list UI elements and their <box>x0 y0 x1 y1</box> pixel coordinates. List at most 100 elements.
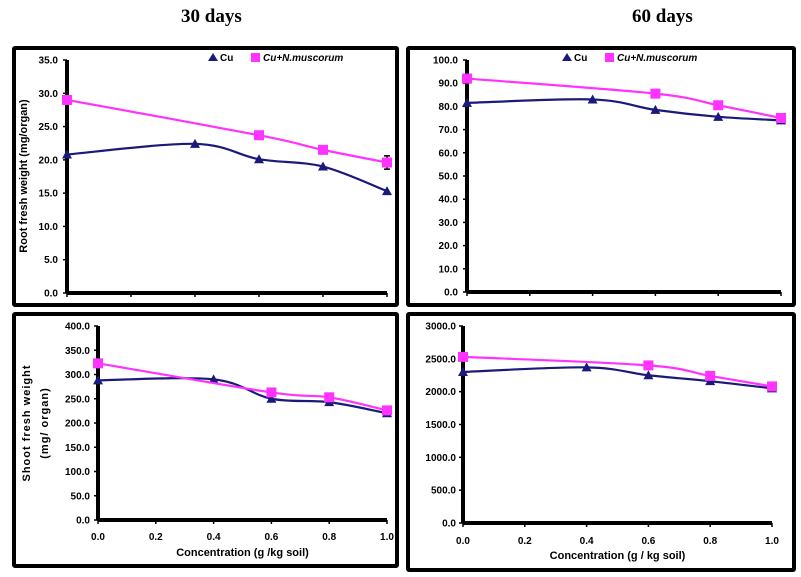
y-axis-label-units: (mg/ organ) <box>39 387 51 459</box>
data-point-cu-n-muscorum <box>713 100 724 111</box>
legend-label-cu-n-muscorum: Cu+N.muscorum <box>617 53 697 64</box>
x-tick-label: 0.6 <box>641 536 655 547</box>
data-point-cu-n-muscorum <box>643 360 654 371</box>
chart-root-30: 0.0 5.0 10.0 15.0 20.0 25.0 30.0 35.0 Root fresh… <box>18 53 392 300</box>
y-tick-label: 2000.0 <box>425 387 456 398</box>
panel-root-30 <box>12 46 399 307</box>
y-tick-label: 30.0 <box>39 89 59 100</box>
y-tick-label: 0.0 <box>442 519 456 530</box>
series-line-cu-n-muscorum <box>97 362 388 412</box>
y-tick-label: 60.0 <box>439 148 459 159</box>
data-point-cu-n-muscorum <box>705 370 716 381</box>
x-tick-label: 0.8 <box>703 536 717 547</box>
y-axis-label: Root fresh weight (mg/organ) <box>18 99 30 253</box>
column-title-30-days: 30 days <box>181 6 242 27</box>
y-axis-label: Shoot fresh weight <box>21 365 33 482</box>
column-title-60-days: 60 days <box>632 6 693 27</box>
data-point-cu <box>587 94 598 104</box>
data-point-cu <box>62 149 72 159</box>
data-point-cu <box>266 393 277 403</box>
data-point-cu-n-muscorum <box>767 381 777 392</box>
y-tick-label: 20.0 <box>39 155 59 166</box>
x-tick-label: 0.4 <box>207 532 221 543</box>
x-tick-label: 0.2 <box>149 532 163 543</box>
data-point-cu-n-muscorum <box>462 73 472 84</box>
x-tick-label: 0.8 <box>322 532 336 543</box>
y-tick-label: 3000.0 <box>425 322 456 333</box>
data-point-cu-n-muscorum <box>458 351 468 362</box>
y-tick-label: 50.0 <box>439 172 459 183</box>
data-point-cu-n-muscorum <box>650 88 661 99</box>
y-tick-label: 15.0 <box>39 189 59 200</box>
panel-shoot-30 <box>12 312 399 568</box>
series-line-cu <box>462 366 773 390</box>
y-tick-label: 70.0 <box>439 125 459 136</box>
x-tick-label: 1.0 <box>380 532 394 543</box>
y-tick-label: 250.0 <box>65 394 90 405</box>
x-tick-label: 0.2 <box>518 536 532 547</box>
series-line-cu-n-muscorum <box>462 355 773 388</box>
x-tick-label: 0.4 <box>580 536 594 547</box>
data-point-cu <box>650 104 661 114</box>
y-tick-label: 30.0 <box>439 218 459 229</box>
chart-shoot-30: 0.0 50.0 100.0 150.0 200.0 250.0 300.0 350.0 400… <box>21 322 394 560</box>
data-point-cu <box>318 161 328 171</box>
series-line-cu <box>466 98 782 122</box>
data-point-cu-n-muscorum <box>324 392 335 403</box>
series-line-cu-n-muscorum <box>466 77 782 120</box>
data-point-cu <box>713 111 724 121</box>
series-line-cu <box>66 142 388 193</box>
x-tick-label: 0.6 <box>264 532 278 543</box>
y-tick-label: 50.0 <box>71 491 91 502</box>
y-tick-label: 10.0 <box>439 264 459 275</box>
data-point-cu-n-muscorum <box>382 405 392 416</box>
y-tick-label: 10.0 <box>39 222 59 233</box>
y-tick-label: 400.0 <box>65 322 90 333</box>
legend-label-cu: Cu <box>574 53 587 64</box>
data-point-cu <box>458 366 468 376</box>
y-tick-label: 0.0 <box>444 288 458 299</box>
legend-cu-icon <box>208 53 218 61</box>
y-tick-label: 20.0 <box>439 241 459 252</box>
chart-shoot-60: 0.0 500.0 1000.0 1500.0 2000.0 2500.0 3000.0 0.… <box>425 322 779 563</box>
x-tick-label: 0.0 <box>456 536 470 547</box>
y-tick-label: 5.0 <box>44 255 58 266</box>
y-tick-label: 500.0 <box>431 486 456 497</box>
y-tick-label: 40.0 <box>439 195 459 206</box>
data-point-cu-n-muscorum <box>93 358 103 369</box>
y-tick-label: 1500.0 <box>425 420 456 431</box>
legend-label-cu: Cu <box>220 53 233 64</box>
data-point-cu-n-muscorum <box>266 387 277 398</box>
panel-shoot-60 <box>406 312 796 572</box>
y-tick-label: 0.0 <box>44 289 58 300</box>
legend-label-cu-n-muscorum: Cu+N.muscorum <box>263 53 343 64</box>
x-axis-label: Concentration (g /kg soil) <box>176 547 309 559</box>
legend-cu-n-muscorum-icon <box>251 53 260 62</box>
y-tick-label: 200.0 <box>65 419 90 430</box>
data-point-cu <box>643 370 654 380</box>
y-tick-label: 2500.0 <box>425 354 456 365</box>
y-tick-label: 100.0 <box>433 56 458 67</box>
data-point-cu <box>93 375 103 385</box>
y-tick-label: 100.0 <box>65 467 90 478</box>
data-point-cu-n-muscorum <box>62 94 72 105</box>
data-point-cu-n-muscorum <box>254 130 264 141</box>
data-point-cu <box>462 97 472 107</box>
legend: Cu Cu+N.muscorum <box>208 53 343 64</box>
y-tick-label: 80.0 <box>439 102 459 113</box>
y-tick-label: 25.0 <box>39 122 59 133</box>
y-tick-label: 0.0 <box>76 516 90 527</box>
series-line-cu-n-muscorum <box>66 98 388 164</box>
data-point-cu <box>581 362 592 372</box>
y-tick-label: 300.0 <box>65 370 90 381</box>
data-point-cu <box>208 374 219 384</box>
y-tick-label: 1000.0 <box>425 453 456 464</box>
legend-cu-n-muscorum-icon <box>605 53 614 62</box>
data-point-cu <box>190 138 200 148</box>
data-point-cu <box>254 154 264 164</box>
x-tick-label: 1.0 <box>765 536 779 547</box>
x-tick-label: 0.0 <box>91 532 105 543</box>
data-point-cu-n-muscorum <box>318 144 328 155</box>
y-tick-label: 90.0 <box>439 79 459 90</box>
